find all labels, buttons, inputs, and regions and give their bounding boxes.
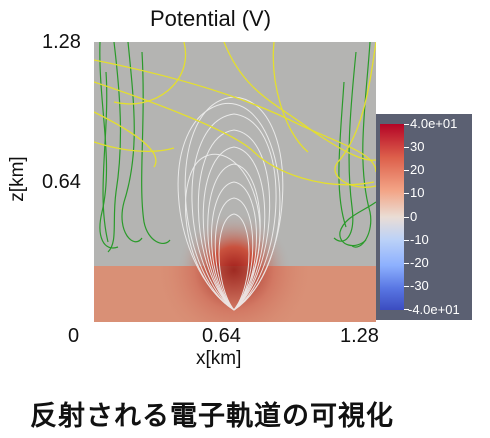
colorbar-label: -30 <box>410 278 429 293</box>
x-tick-right: 1.28 <box>340 325 379 347</box>
electron-orbits <box>177 96 284 311</box>
colorbar-tick <box>404 263 409 264</box>
colorbar-tick <box>404 217 409 218</box>
potential-plot[interactable] <box>94 42 376 322</box>
colorbar-label: 20 <box>410 162 425 177</box>
colorbar-tick <box>404 193 409 194</box>
air-hotspot <box>154 210 314 266</box>
green-field-lines <box>99 42 376 253</box>
colorbar-label-max: 4.0e+01 <box>410 116 458 131</box>
colorbar-label: 30 <box>410 139 425 154</box>
colorbar-tick <box>404 286 409 287</box>
colorbar-tick <box>404 124 409 125</box>
colorbar: 4.0e+01 30 20 10 0 -10 -20 -30 -4.0e+01 <box>376 114 472 320</box>
plot-title: Potential (V) <box>150 6 272 31</box>
x-tick-mid: 0.64 <box>202 325 241 347</box>
ground-hotspot <box>94 266 376 322</box>
colorbar-tick <box>404 240 409 241</box>
colorbar-gradient <box>380 124 404 310</box>
colorbar-label: -20 <box>410 255 429 270</box>
y-tick-top: 1.28 <box>42 31 81 53</box>
colorbar-label: 0 <box>410 209 418 224</box>
colorbar-tick <box>404 170 409 171</box>
yellow-field-lines <box>94 42 376 188</box>
y-tick-mid: 0.64 <box>42 171 81 193</box>
y-axis-label: z[km] <box>7 156 28 202</box>
colorbar-label-min: -4.0e+01 <box>408 302 460 317</box>
colorbar-tick <box>404 147 409 148</box>
caption: 反射される電子軌道の可視化 <box>30 401 394 432</box>
y-tick-bottom: 0 <box>68 325 80 347</box>
colorbar-label: 10 <box>410 185 425 200</box>
x-axis-label: x[km] <box>196 348 242 369</box>
colorbar-tick <box>404 309 409 310</box>
colorbar-label: -10 <box>410 232 429 247</box>
